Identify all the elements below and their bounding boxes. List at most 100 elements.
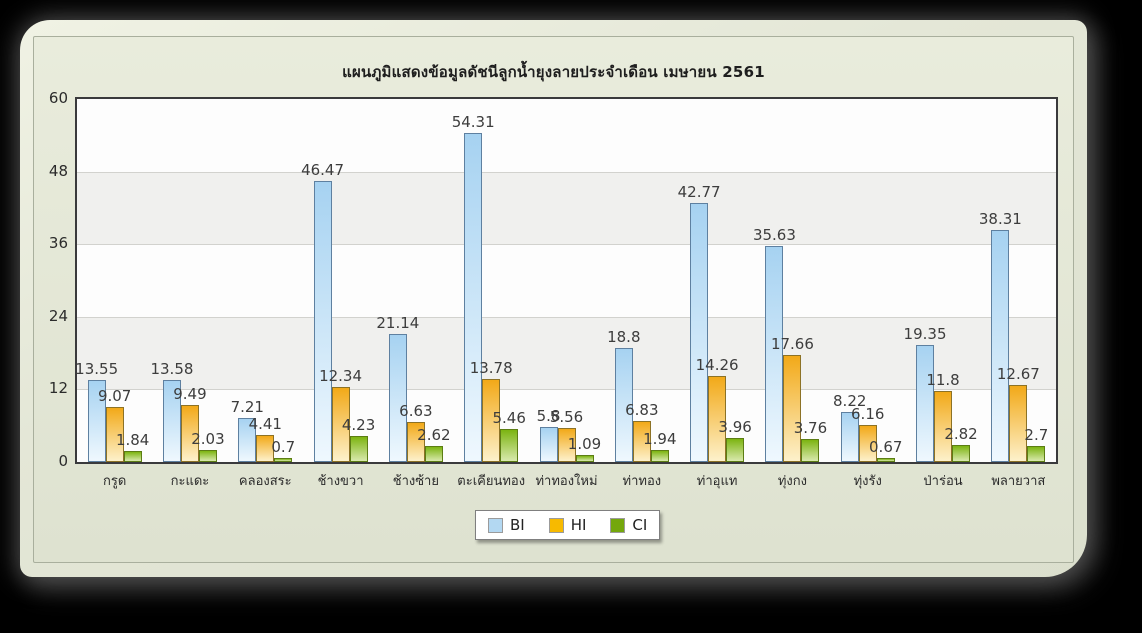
bar-hi — [105, 407, 124, 462]
value-label-bi: 13.58 — [150, 359, 194, 378]
bar-bi — [539, 426, 558, 462]
bar-bi — [87, 380, 106, 462]
plot-band — [77, 99, 1056, 172]
gridline — [77, 316, 1056, 318]
x-axis-label: กรูด — [102, 474, 127, 489]
value-label-hi: 9.07 — [97, 387, 132, 406]
value-label-bi: 42.77 — [677, 183, 721, 202]
bar-bi — [614, 348, 633, 462]
value-label-ci: 0.7 — [271, 437, 296, 456]
x-axis-label: คลองสระ — [238, 474, 292, 489]
bar-hi — [557, 428, 576, 462]
value-label-hi: 14.26 — [695, 355, 739, 374]
value-label-bi: 7.21 — [230, 398, 264, 417]
value-label-hi: 13.78 — [469, 358, 513, 377]
bar-ci — [349, 436, 368, 462]
chart-title: แผนภูมิแสดงข้อมูลดัชนีลูกน้ำยุงลายประจำเ… — [342, 63, 765, 81]
legend: BI HI CI — [475, 510, 661, 540]
value-label-bi: 19.35 — [903, 324, 947, 343]
bar-bi — [388, 334, 407, 462]
legend-swatch-bi — [488, 517, 503, 533]
value-label-hi: 12.67 — [996, 365, 1040, 384]
value-label-hi: 9.49 — [173, 384, 207, 403]
chart-panel: แผนภูมิแสดงข้อมูลดัชนีลูกน้ำยุงลายประจำเ… — [20, 20, 1087, 577]
value-label-hi: 6.63 — [399, 401, 433, 420]
value-label-ci: 1.09 — [567, 435, 602, 454]
y-axis-label: 36 — [48, 234, 68, 253]
value-label-ci: 2.62 — [417, 426, 451, 445]
value-label-ci: 4.23 — [341, 416, 376, 435]
x-axis-label: ท่าอุแท — [696, 474, 738, 489]
bar-bi — [840, 412, 859, 462]
bar-hi — [1009, 385, 1028, 462]
value-label-bi: 21.14 — [376, 314, 420, 333]
x-axis-label: ท่าทอง — [622, 474, 662, 489]
legend-item-ci: CI — [610, 516, 647, 534]
value-label-ci: 1.84 — [115, 430, 150, 449]
bar-ci — [801, 439, 820, 462]
value-label-ci: 3.96 — [718, 418, 752, 437]
value-label-bi: 46.47 — [301, 160, 345, 179]
bar-ci — [500, 428, 519, 462]
value-label-hi: 12.34 — [319, 367, 363, 386]
y-axis-label: 0 — [58, 452, 68, 470]
gridline — [77, 389, 1056, 391]
bar-hi — [482, 378, 501, 462]
value-label-hi: 4.41 — [248, 415, 282, 434]
plot-band — [77, 244, 1056, 317]
bar-hi — [256, 435, 275, 462]
value-label-hi: 6.83 — [625, 400, 659, 419]
value-label-ci: 5.46 — [492, 408, 526, 427]
plot-area: 13.55 9.07 1.84 13.58 9.49 2.03 7.21 4.41 0.7 46.… — [75, 97, 1058, 464]
bar-ci — [952, 444, 971, 462]
value-label-ci: 0.67 — [869, 437, 903, 456]
bar-bi — [313, 180, 332, 462]
legend-item-bi: BI — [488, 516, 525, 534]
bar-bi — [238, 418, 257, 462]
bar-bi — [162, 379, 181, 462]
y-axis-label: 60 — [48, 89, 68, 107]
bar-ci — [424, 446, 443, 462]
bar-hi — [934, 390, 953, 462]
x-axis-label: พลายวาส — [991, 474, 1046, 489]
bar-hi — [858, 424, 877, 462]
legend-label-bi: BI — [510, 516, 525, 534]
x-axis-label: ทุ่งกง — [777, 474, 807, 489]
x-axis-label: ทุ่งรัง — [853, 474, 882, 489]
legend-swatch-ci — [610, 517, 626, 533]
bar-ci — [198, 449, 217, 462]
legend-item-hi: HI — [548, 516, 586, 534]
bar-ci — [274, 457, 293, 462]
value-label-hi: 5.56 — [549, 408, 584, 427]
bar-ci — [123, 450, 142, 462]
value-label-ci: 1.94 — [643, 430, 677, 449]
bar-ci — [726, 438, 745, 462]
bar-ci — [650, 450, 669, 462]
legend-swatch-hi — [548, 517, 564, 533]
bar-bi — [464, 133, 483, 462]
x-axis-label: ป่าร่อน — [923, 474, 963, 489]
value-label-hi: 6.16 — [851, 404, 885, 423]
bar-ci — [1027, 445, 1046, 462]
value-label-ci: 2.03 — [191, 429, 225, 448]
bar-hi — [783, 355, 802, 462]
x-axis-label: ช้างขวา — [317, 474, 364, 489]
bar-bi — [690, 203, 709, 462]
gridline — [77, 171, 1056, 173]
y-axis-label: 24 — [48, 306, 68, 325]
bar-ci — [876, 457, 895, 462]
x-axis-label: ช้างซ้าย — [392, 474, 439, 489]
x-axis-label: กะแดะ — [170, 474, 210, 489]
bar-bi — [916, 344, 935, 462]
value-label-bi: 35.63 — [752, 226, 796, 245]
bar-hi — [708, 375, 727, 462]
plot-band — [77, 171, 1056, 245]
value-label-bi: 54.31 — [451, 113, 495, 132]
plot-band — [77, 316, 1056, 390]
bar-bi — [991, 230, 1010, 462]
value-label-bi: 13.55 — [75, 360, 119, 379]
bar-hi — [632, 420, 651, 462]
bar-bi — [765, 246, 784, 462]
value-label-hi: 17.66 — [770, 335, 814, 354]
value-label-hi: 11.8 — [926, 370, 960, 389]
